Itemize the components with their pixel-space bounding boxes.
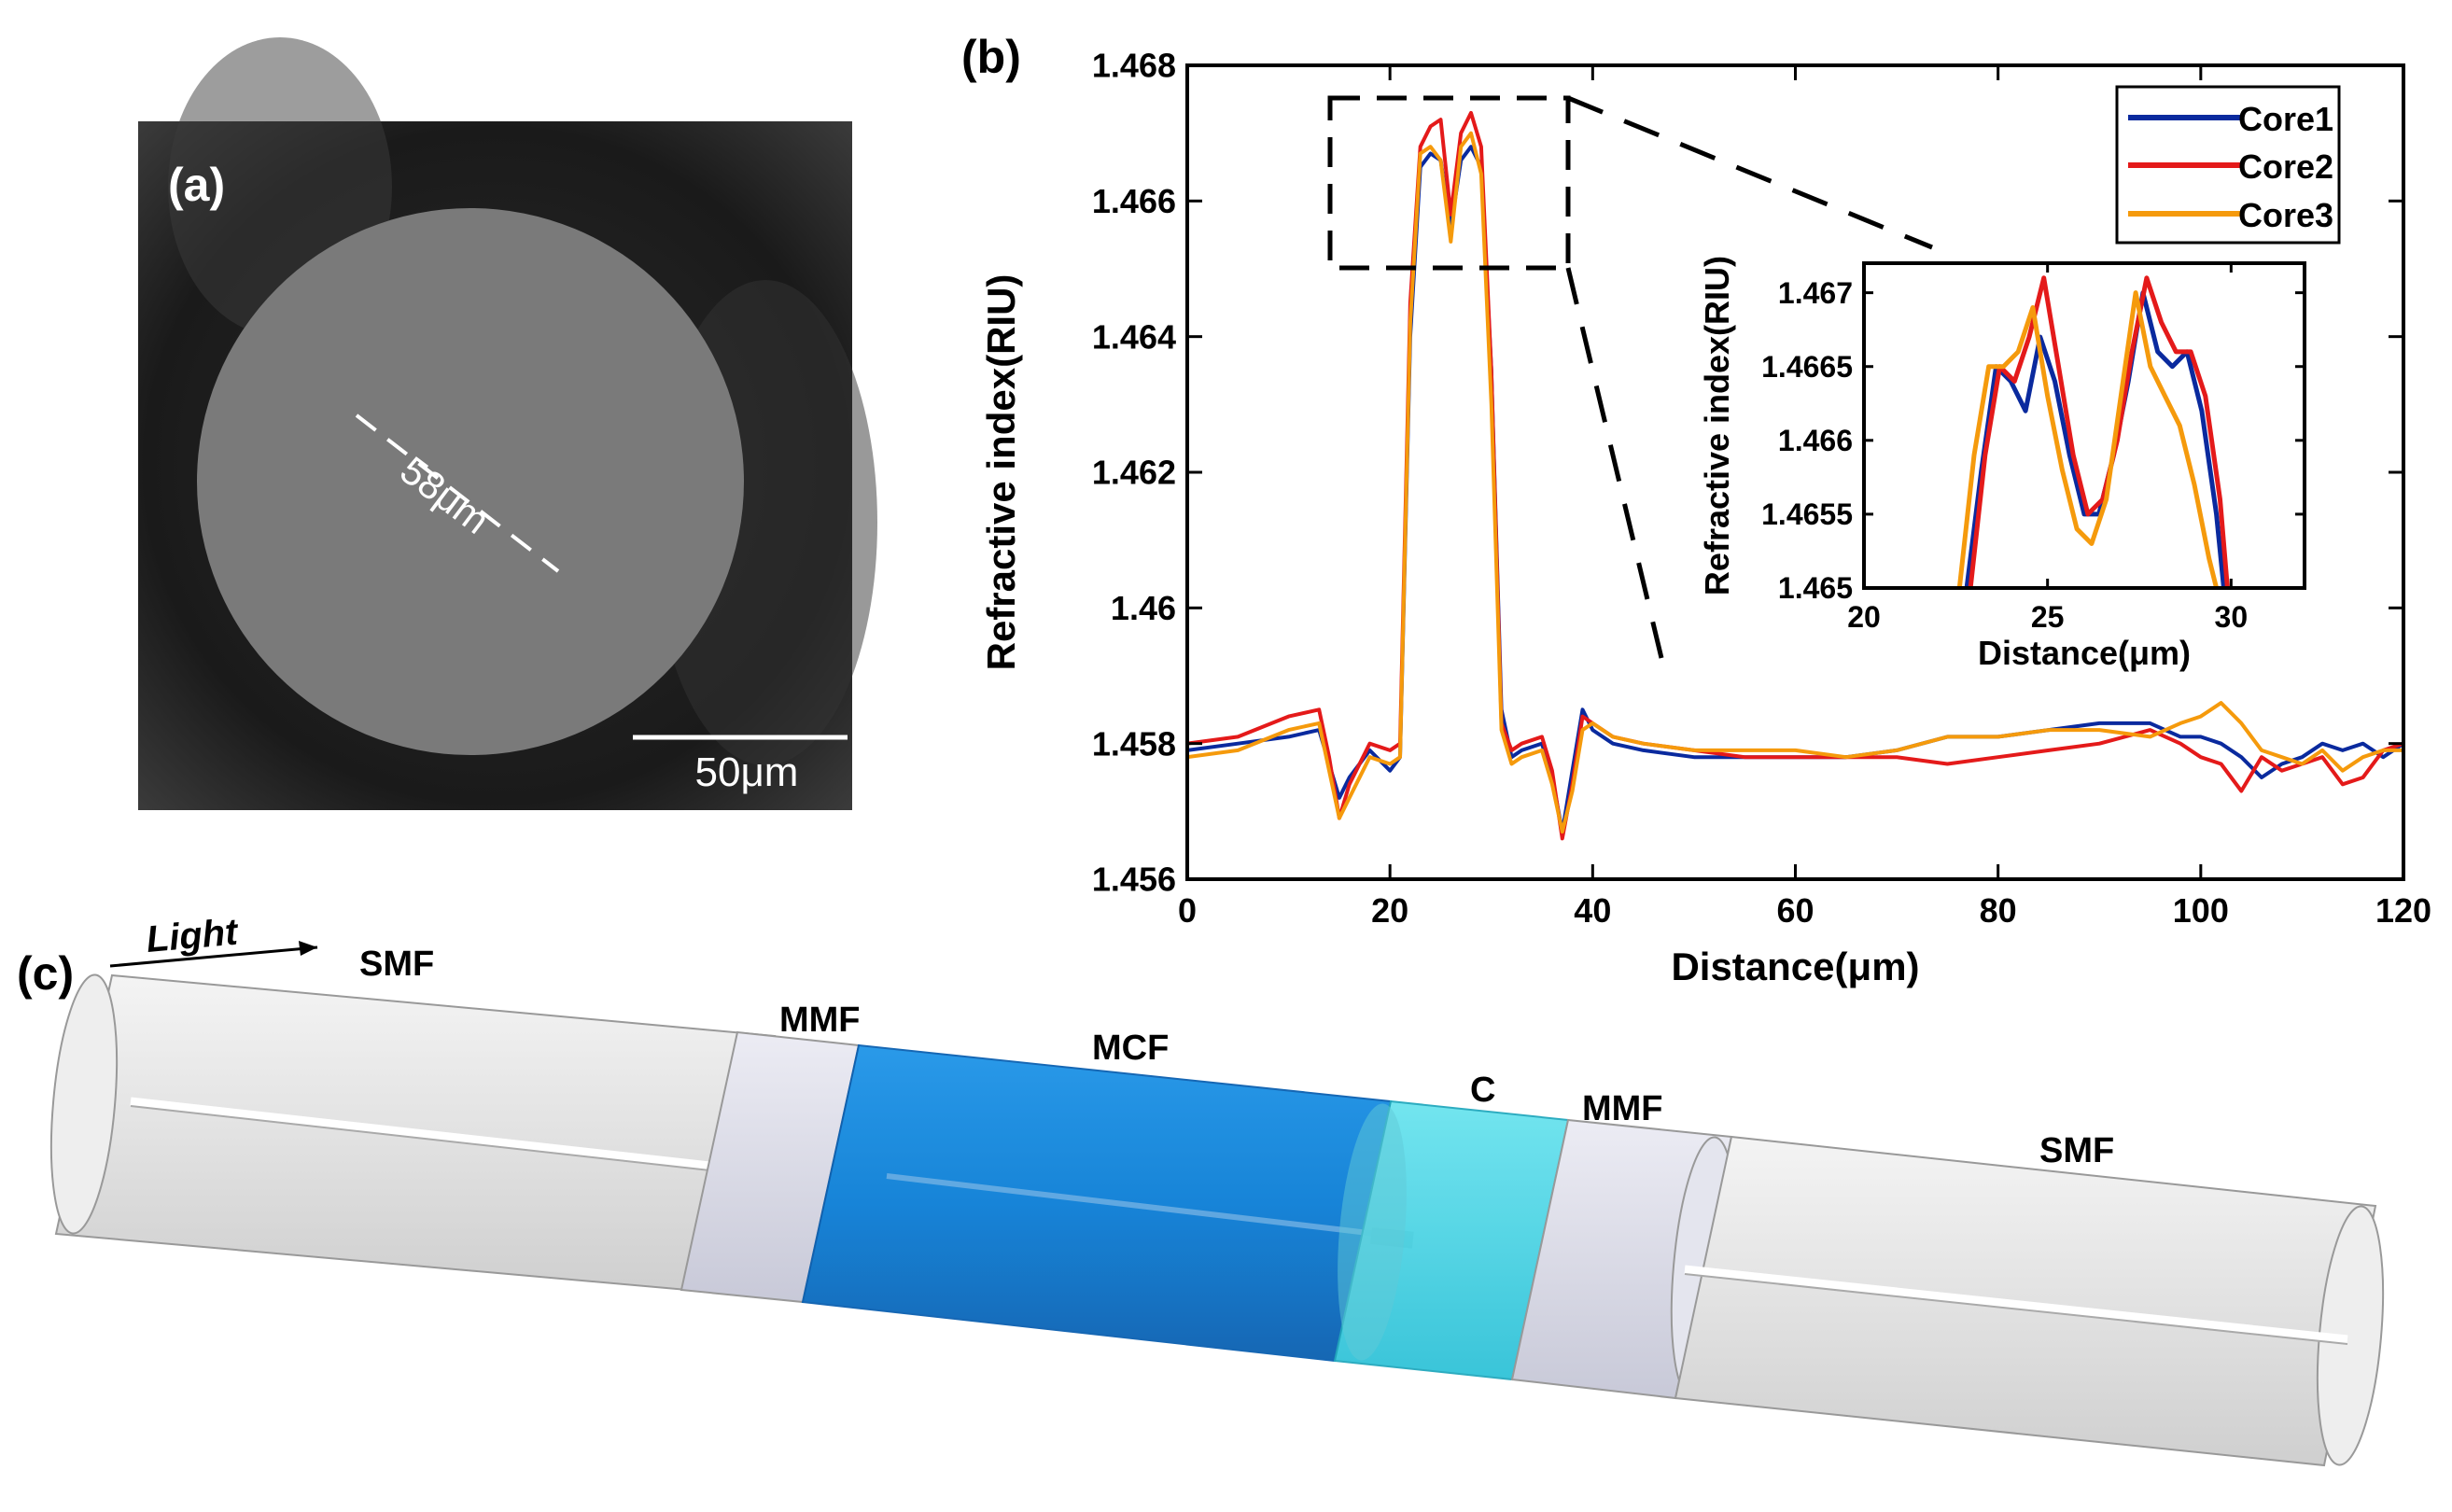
light-arrow-head [299,941,317,956]
main-ytick-label: 1.458 [1092,724,1176,763]
main-series-core3 [1187,131,2403,834]
panel-a: 58μm 50μm (a) [138,37,877,810]
main-ytick-label: 1.468 [1092,47,1176,85]
main-ytick-label: 1.464 [1092,317,1176,356]
main-y-axis-label: Refractive index(RIU) [979,274,1023,671]
panel-c: (c) Light SMF MMF MCF C MMF SMF [17,911,2385,1467]
main-xtick-label: 60 [1776,891,1814,930]
inset-series-group [1956,275,2230,588]
zoom-box [1327,95,1571,271]
segment-label-smf-right: SMF [2039,1131,2114,1170]
panel-a-label: (a) [168,159,225,211]
legend-label-core3: Core3 [2238,196,2333,234]
light-arrow [109,945,318,968]
panel-b-label: (b) [961,31,1021,83]
inset-x-axis-label: Distance(μm) [1978,634,2191,672]
segment-label-mmf-left: MMF [779,1001,861,1040]
main-ytick-label: 1.456 [1092,861,1176,899]
segment-label-smf-left: SMF [359,945,434,984]
main-ytick-label: 1.466 [1092,182,1176,220]
inset-ytick-label: 1.4665 [1761,350,1853,384]
segment-label-mcf: MCF [1092,1029,1169,1068]
main-xtick-label: 100 [2173,891,2229,930]
main-ytick-label: 1.462 [1092,454,1176,492]
light-label: Light [145,911,241,959]
main-x-axis-label: Distance(μm) [1671,945,1919,988]
main-xtick-label: 40 [1574,891,1611,930]
main-series-group [1187,110,2403,841]
inset-xtick-label: 30 [2215,600,2249,634]
inset-ytick-label: 1.465 [1778,571,1853,605]
diameter-line [355,413,560,573]
main-xtick-label: 20 [1371,891,1408,930]
main-chart: 0 20 40 60 80 100 120 1.456 1.458 1.46 1.462 1.464 1… [979,47,2431,988]
smf-left-end [49,973,119,1235]
legend-label-core2: Core2 [2238,147,2333,186]
inset-series-core2 [1968,275,2230,588]
panel-c-label: (c) [17,947,74,1000]
main-xtick-label: 120 [2375,891,2431,930]
inset-xtick-label: 25 [2031,600,2065,634]
segment-label-c: C [1470,1071,1495,1110]
segment-label-mmf-right: MMF [1582,1089,1663,1128]
legend: Core1 Core2 Core3 [2115,85,2341,245]
main-xtick-label: 0 [1178,891,1197,930]
scale-bar-label: 50μm [695,749,799,795]
fiber-cross-section [197,208,744,755]
main-xtick-label: 80 [1980,891,2017,930]
inset-axes-frame [1862,261,2306,590]
smf-right [1674,1135,2377,1467]
main-ytick-label: 1.46 [1111,589,1176,627]
inset-ytick-label: 1.4655 [1761,497,1853,531]
panel-b: (b) 0 20 40 60 80 100 120 1.456 1.458 1.46 1.462 1.… [961,31,2431,988]
inset-chart: 20 25 30 1.465 1.4655 1.466 1.4665 1.467 Distanc… [1698,256,2306,672]
inset-series-core3 [1956,290,2220,588]
zoom-connector-bottom [1565,267,1664,659]
legend-label-core1: Core1 [2238,100,2333,138]
zoom-connector-top [1567,95,1933,250]
inset-xtick-label: 20 [1847,600,1881,634]
inset-ytick-label: 1.466 [1778,424,1853,457]
inset-ytick-label: 1.467 [1778,276,1853,310]
inset-y-axis-label: Refractive index(RIU) [1698,256,1736,595]
